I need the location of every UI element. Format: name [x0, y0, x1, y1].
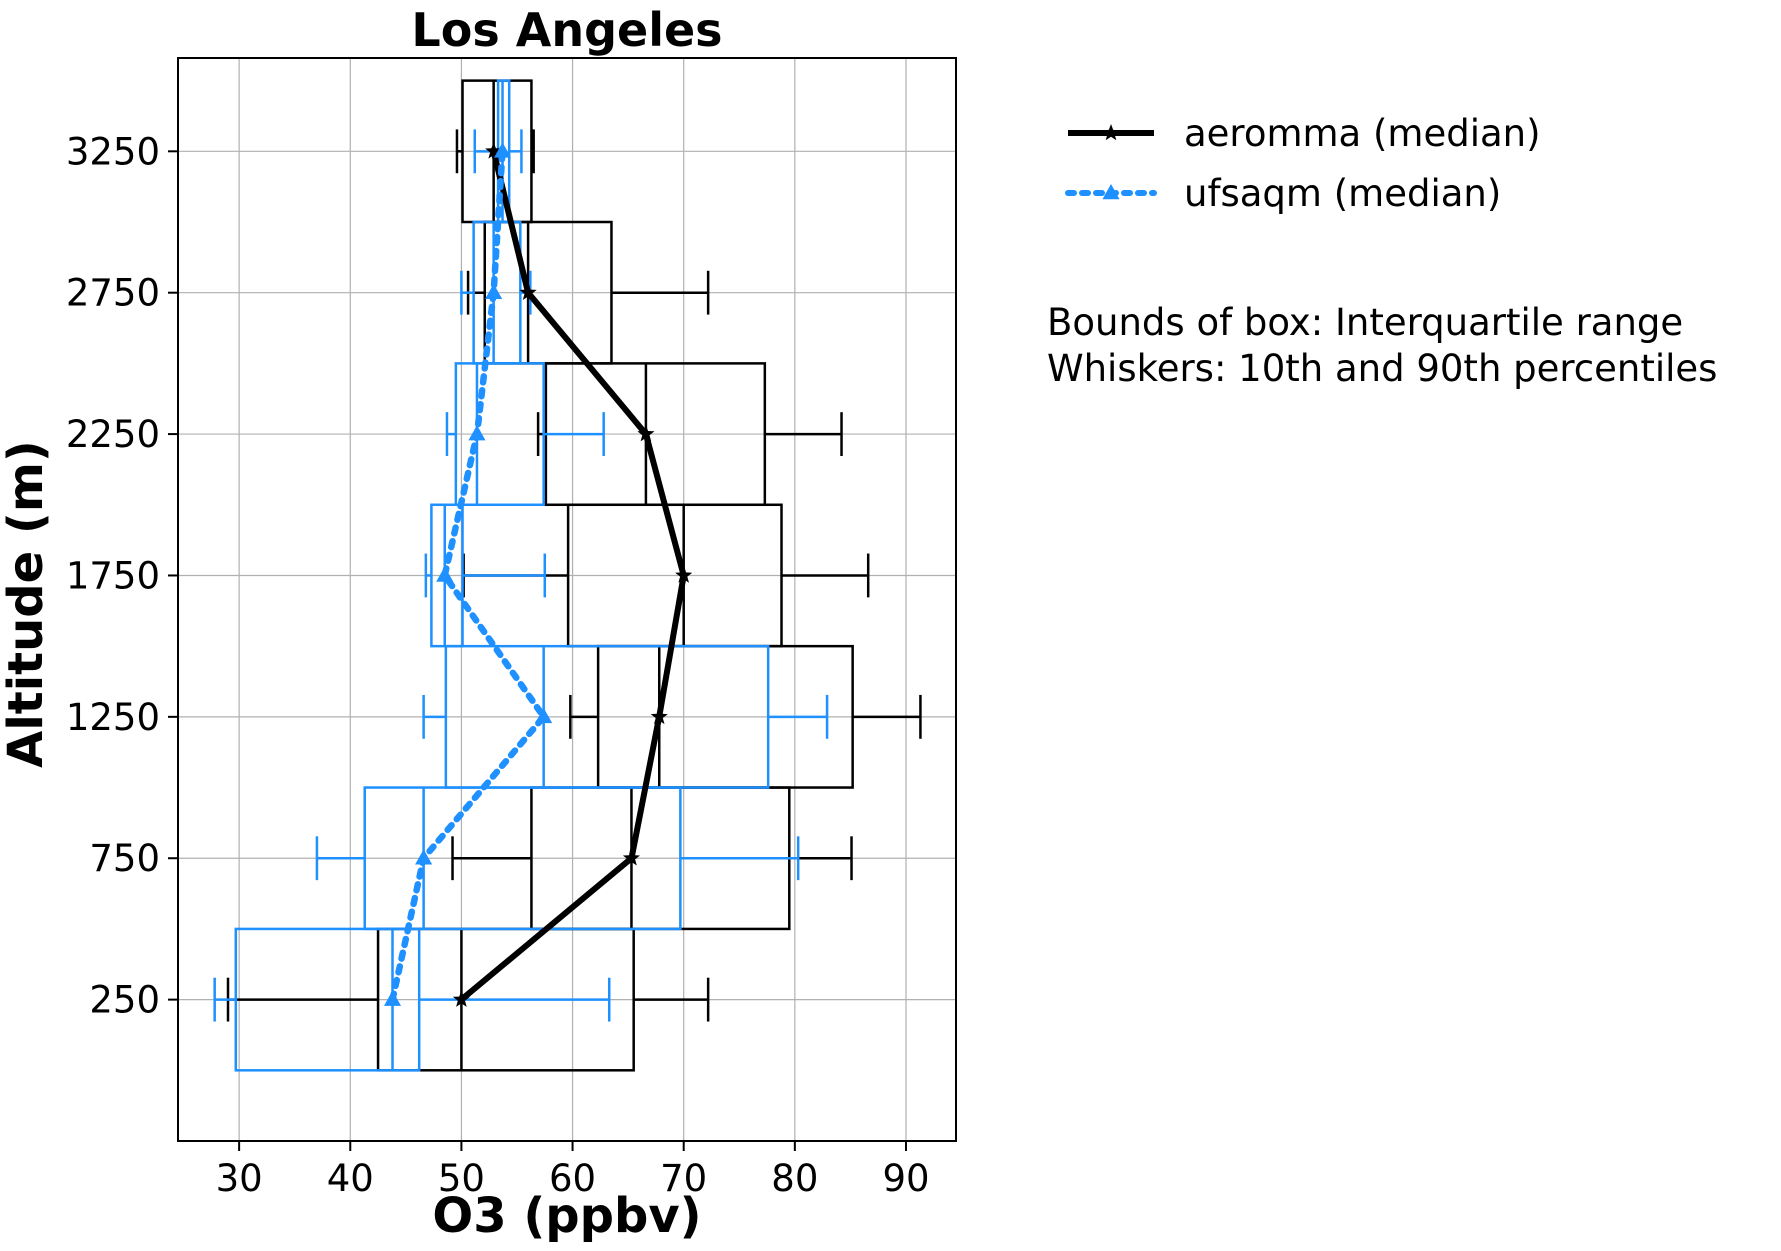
iqr-box [234, 927, 421, 1072]
tick-labels: 30 40 50 60 70 80 90 250 750 1250 1750 2250 2750 3250 [66, 130, 930, 1200]
legend: aeromma (median) ufsaqm (median) [1065, 112, 1541, 215]
legend-entry-0: aeromma (median) [1068, 112, 1541, 155]
marker-star [637, 425, 655, 442]
legend-label: aeromma (median) [1184, 112, 1541, 155]
iqr-box [444, 644, 770, 789]
iqr-box [430, 503, 464, 648]
y-axis-label: Altitude (m) [0, 440, 54, 768]
median-line-series-0 [452, 142, 693, 1007]
x-axis-label: O3 (ppbv) [432, 1188, 701, 1244]
axes [168, 57, 957, 1151]
legend-label: ufsaqm (median) [1184, 172, 1501, 215]
y-tick-label: 1750 [66, 554, 160, 597]
x-tick-label: 40 [327, 1157, 374, 1200]
marker-star [1102, 124, 1120, 141]
x-tick-label: 50 [438, 1157, 485, 1200]
iqr-box [483, 220, 613, 365]
median-lines [383, 142, 693, 1007]
x-tick-label: 80 [771, 1157, 818, 1200]
y-tick-label: 3250 [66, 130, 160, 173]
y-tick-label: 1250 [66, 696, 160, 739]
y-tick-label: 2250 [66, 413, 160, 456]
x-tick-label: 90 [882, 1157, 929, 1200]
annotation-line-1: Bounds of box: Interquartile range [1047, 301, 1683, 344]
y-tick-label: 250 [89, 979, 160, 1022]
marker-star [675, 566, 693, 583]
marker-triangle [1102, 184, 1120, 200]
marker-triangle [493, 142, 512, 158]
annotation-line-2: Whiskers: 10th and 90th percentiles [1047, 347, 1717, 390]
marker-triangle [535, 707, 553, 724]
y-tick-label: 750 [89, 837, 160, 880]
marker-triangle [485, 283, 503, 299]
marker-triangle [383, 990, 402, 1006]
marker-star [452, 990, 470, 1007]
marker-triangle [415, 849, 433, 865]
x-tick-label: 30 [216, 1157, 263, 1200]
marker-star [650, 707, 668, 725]
marker-star [519, 283, 537, 300]
marker-star [622, 849, 640, 866]
legend-entry-1: ufsaqm (median) [1065, 172, 1501, 215]
plot-frame [177, 57, 957, 1142]
chart-title: Los Angeles [411, 3, 722, 57]
annotation-note: Bounds of box: Interquartile range Whisk… [1047, 301, 1717, 390]
marker-star [485, 142, 503, 159]
median-line-series-1 [383, 142, 553, 1006]
x-tick-label: 60 [549, 1157, 596, 1200]
y-tick-label: 2750 [66, 272, 160, 315]
marker-triangle [436, 566, 454, 582]
marker-triangle [468, 425, 486, 441]
x-tick-label: 70 [660, 1157, 707, 1200]
